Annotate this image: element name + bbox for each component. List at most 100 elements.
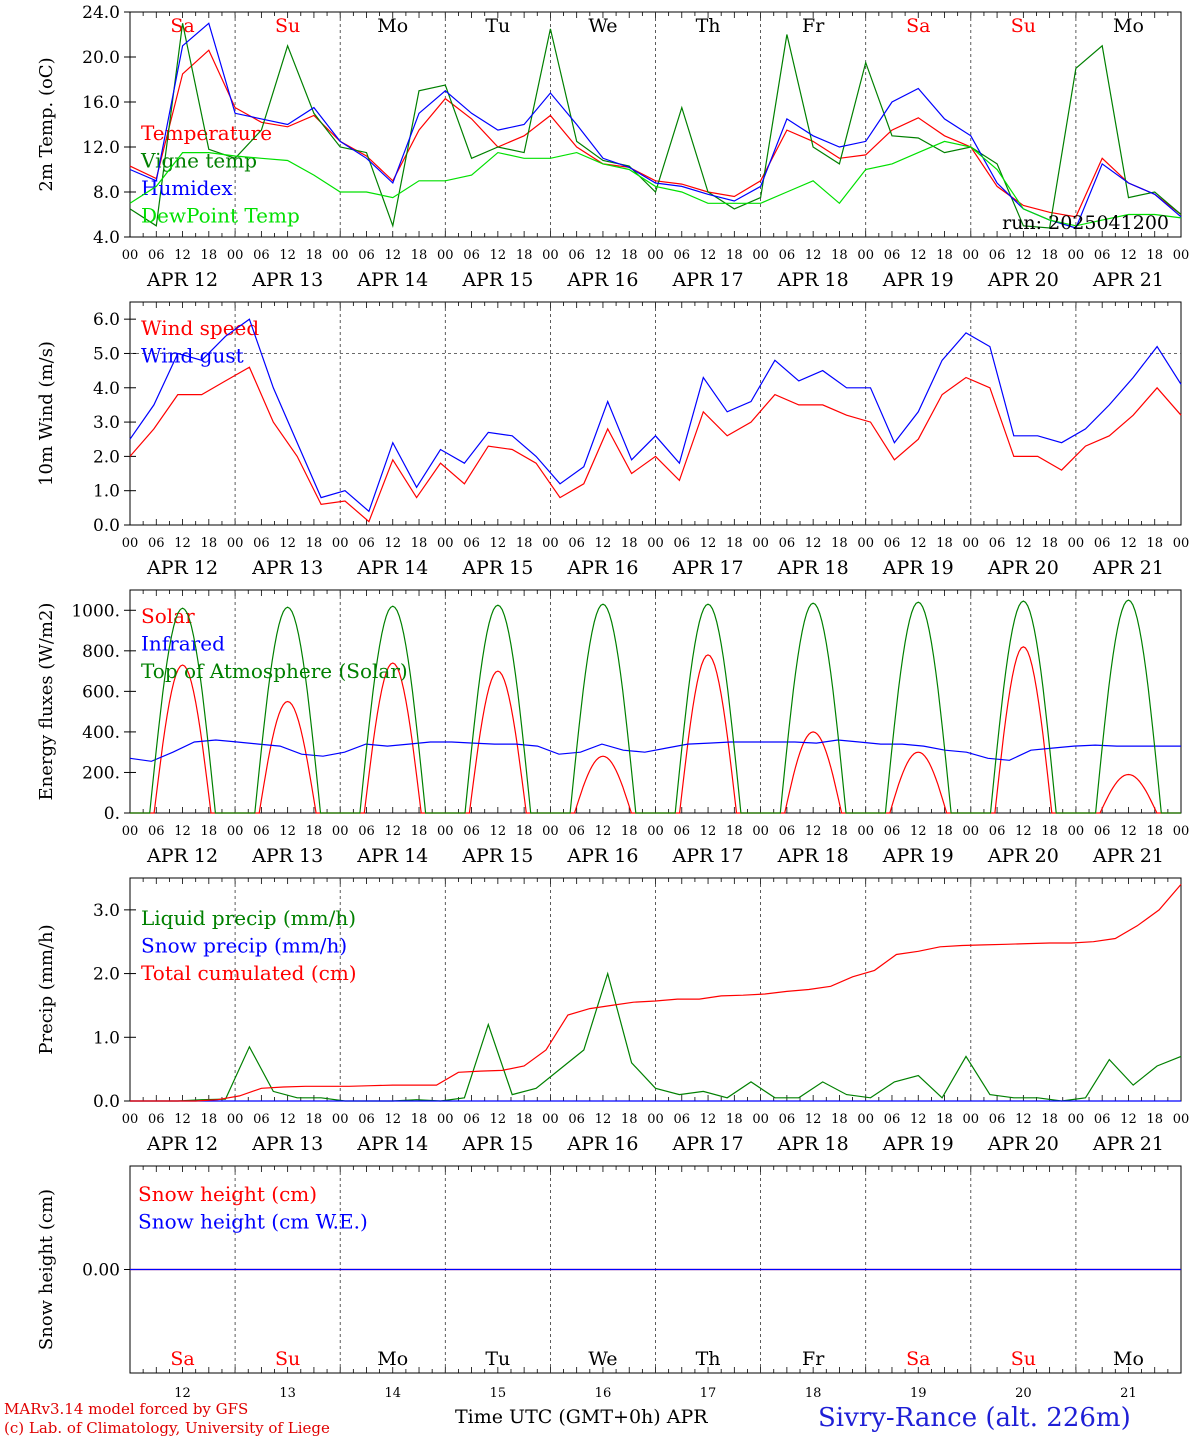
legend-entry: Snow precip (mm/h): [141, 934, 347, 958]
x-hour-label: 12: [595, 824, 612, 839]
y-tick-label: 2.0: [93, 447, 120, 467]
x-hour-label: 18: [831, 1112, 848, 1127]
day-number-label: 15: [490, 1386, 507, 1401]
x-hour-label: 18: [1146, 824, 1163, 839]
x-hour-label: 18: [201, 248, 218, 263]
x-hour-label: 18: [621, 536, 638, 551]
x-hour-label: 06: [779, 536, 796, 551]
x-hour-label: 00: [437, 536, 454, 551]
x-date-label: APR 13: [251, 1133, 323, 1155]
x-date-label: APR 20: [987, 269, 1059, 291]
x-hour-label: 18: [726, 824, 743, 839]
x-hour-label: 18: [936, 1112, 953, 1127]
legend-entry: Temperature: [141, 121, 272, 145]
x-hour-label: 18: [1041, 536, 1058, 551]
y-tick-label: 0.00: [82, 1261, 120, 1281]
x-hour-label: 06: [253, 536, 270, 551]
weekday-label: We: [588, 1348, 617, 1370]
weekday-label: Sa: [906, 1348, 930, 1370]
x-hour-label: 18: [201, 536, 218, 551]
x-date-label: APR 21: [1092, 557, 1164, 579]
x-date-label: APR 13: [251, 845, 323, 867]
x-hour-label: 00: [1068, 1112, 1085, 1127]
x-hour-label: 06: [568, 1112, 585, 1127]
x-date-label: APR 21: [1092, 1133, 1164, 1155]
x-hour-label: 18: [411, 248, 428, 263]
x-hour-label: 12: [384, 536, 401, 551]
x-hour-label: 18: [201, 1112, 218, 1127]
x-hour-label: 00: [752, 1112, 769, 1127]
x-hour-label: 06: [989, 824, 1006, 839]
x-hour-label: 06: [1094, 536, 1111, 551]
y-tick-label: 0.0: [93, 1092, 120, 1112]
series-line-humidex: [129, 22, 1182, 229]
y-tick-label: 4.0: [93, 379, 120, 399]
x-hour-label: 12: [805, 536, 822, 551]
y-tick-label: 800.: [82, 642, 120, 662]
credit-line-2: (c) Lab. of Climatology, University of L…: [4, 1419, 330, 1437]
x-hour-label: 12: [490, 1112, 507, 1127]
x-hour-label: 00: [122, 248, 139, 263]
x-hour-label: 12: [1015, 536, 1032, 551]
x-hour-label: 12: [174, 536, 191, 551]
x-hour-label: 06: [1094, 248, 1111, 263]
x-date-label: APR 13: [251, 269, 323, 291]
series-line-vigne-temp: [129, 23, 1182, 229]
x-hour-label: 00: [227, 536, 244, 551]
x-hour-label: 18: [1146, 1112, 1163, 1127]
x-hour-label: 00: [752, 536, 769, 551]
y-axis-label: Energy fluxes (W/m2): [36, 603, 57, 801]
day-number-label: 18: [805, 1386, 822, 1401]
x-hour-label: 18: [306, 536, 323, 551]
x-hour-label: 00: [122, 824, 139, 839]
legend-entry: Wind speed: [141, 316, 259, 340]
series-line-top-of-atmosphere-solar-: [130, 599, 1181, 814]
x-hour-label: 06: [989, 1112, 1006, 1127]
x-hour-label: 06: [884, 824, 901, 839]
x-hour-label: 06: [674, 1112, 691, 1127]
x-hour-label: 00: [647, 248, 664, 263]
x-date-label: APR 16: [566, 1133, 638, 1155]
weekday-label: Fr: [802, 1348, 825, 1370]
x-hour-label: 12: [1015, 824, 1032, 839]
x-hour-label: 00: [542, 536, 559, 551]
x-hour-label: 12: [1015, 1112, 1032, 1127]
weekday-label: We: [588, 15, 617, 37]
y-tick-label: 1.0: [93, 1028, 120, 1048]
x-hour-label: 06: [253, 248, 270, 263]
x-hour-label: 00: [332, 824, 349, 839]
x-hour-label: 12: [595, 1112, 612, 1127]
x-hour-label: 06: [884, 1112, 901, 1127]
x-hour-label: 18: [621, 1112, 638, 1127]
weekday-label: Tu: [485, 1348, 510, 1370]
x-date-label: APR 14: [356, 269, 428, 291]
x-hour-label: 12: [174, 1112, 191, 1127]
series-line-infrared: [129, 739, 1181, 762]
x-date-label: APR 15: [461, 269, 533, 291]
series-line-temperature: [129, 49, 1182, 218]
x-hour-label: 00: [227, 824, 244, 839]
site-name: Sivry-Rance (alt. 226m): [818, 1403, 1131, 1433]
x-hour-label: 12: [174, 824, 191, 839]
x-hour-label: 06: [358, 248, 375, 263]
x-hour-label: 00: [963, 1112, 980, 1127]
y-axis-label: Snow height (cm): [36, 1189, 57, 1350]
x-hour-label: 06: [148, 248, 165, 263]
x-hour-label: 00: [857, 536, 874, 551]
x-hour-label: 12: [700, 248, 717, 263]
series-line-dewpoint-temp: [129, 140, 1182, 227]
x-date-label: APR 15: [461, 845, 533, 867]
x-hour-label: 06: [779, 248, 796, 263]
x-hour-label: 18: [621, 248, 638, 263]
x-date-label: APR 19: [882, 557, 954, 579]
weekday-label: Su: [275, 15, 300, 37]
x-date-label: APR 18: [777, 269, 849, 291]
legend-entry: Humidex: [141, 176, 233, 200]
weekday-label: Th: [696, 1348, 721, 1370]
x-hour-label: 12: [595, 248, 612, 263]
day-number-label: 12: [174, 1386, 191, 1401]
x-hour-label: 12: [279, 536, 296, 551]
series-line-total-cumulated-cm-: [130, 884, 1182, 1102]
time-axis-label: Time UTC (GMT+0h) APR: [455, 1406, 708, 1428]
